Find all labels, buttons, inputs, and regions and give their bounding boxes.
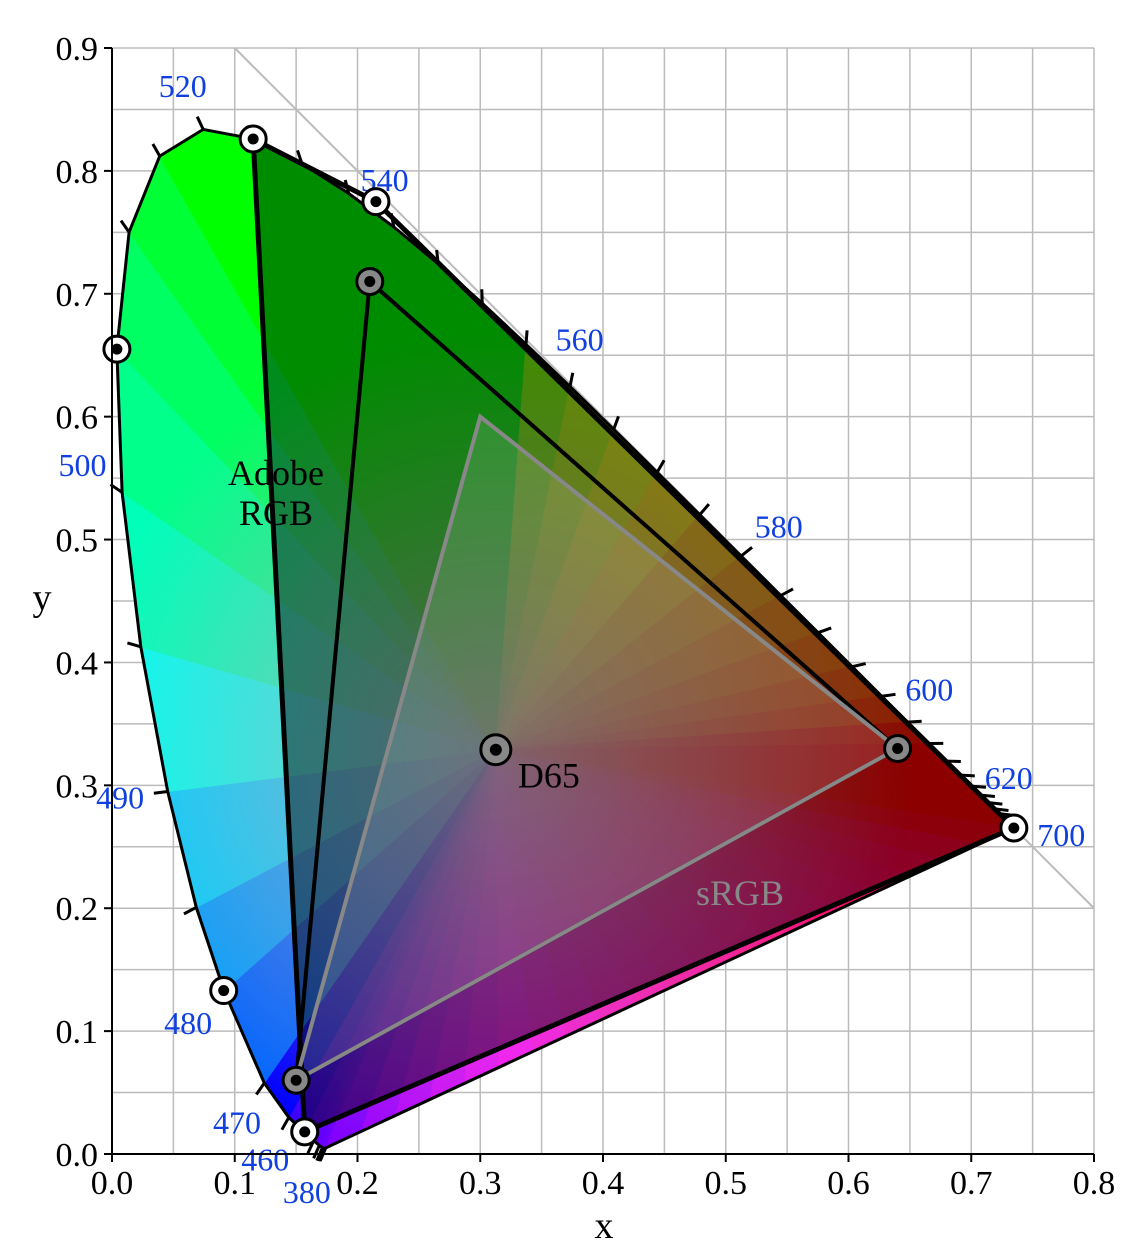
wavelength-label: 560	[556, 322, 604, 358]
wide-gamut-primary-marker	[361, 187, 391, 217]
x-tick-label: 0.2	[336, 1165, 379, 1202]
wavelength-tick	[960, 773, 975, 778]
wavelength-tick	[343, 179, 351, 194]
wavelength-tick	[994, 807, 1009, 812]
wavelength-label: 460	[241, 1141, 289, 1177]
wavelength-tick	[151, 143, 162, 157]
wavelength-tick	[851, 662, 867, 669]
y-tick-label: 0.7	[56, 277, 99, 314]
adobe-rgb-primary-marker	[355, 266, 385, 296]
axis-ticks	[104, 47, 1095, 1162]
y-tick-label: 0.5	[56, 523, 99, 560]
x-tick-label: 0.1	[214, 1165, 257, 1202]
wavelength-tick	[255, 1082, 266, 1096]
primary-dot	[1008, 822, 1020, 834]
wavelength-tick	[280, 1116, 291, 1131]
primary-dot	[218, 985, 230, 997]
primary-dot	[290, 1074, 302, 1086]
x-tick-label: 0.5	[705, 1165, 748, 1202]
wavelength-label: 700	[1037, 817, 1085, 853]
wavelength-tick	[153, 789, 168, 795]
wavelength-tick	[126, 641, 142, 649]
wavelength-tick	[195, 116, 205, 130]
primary-dot	[111, 343, 123, 355]
primary-dot	[299, 1126, 311, 1138]
wavelength-tick	[389, 213, 396, 228]
wide-gamut-primary-marker	[209, 976, 239, 1006]
primary-dot	[370, 196, 382, 208]
x-tick-label: 0.4	[582, 1165, 625, 1202]
wide-gamut-primary-marker	[102, 334, 132, 364]
wavelength-tick	[435, 249, 440, 265]
x-tick-label: 0.3	[459, 1165, 502, 1202]
wavelength-tick	[907, 719, 922, 724]
wavelength-label: 620	[985, 760, 1033, 796]
white-point-marker	[479, 733, 513, 767]
srgb-shade	[296, 416, 898, 1081]
primary-dot	[892, 742, 904, 754]
wavelength-tick	[296, 149, 304, 165]
axis-labels: 0.0 0.1 0.2 0.3 0.4 0.5 0.6 0.7 0.8 0.0 0.1 0.2 0.3 0…	[33, 31, 1116, 1247]
wavelength-label: 580	[755, 508, 803, 544]
primary-dot	[247, 133, 259, 145]
y-tick-label: 0.3	[56, 768, 99, 805]
y-tick-label: 0.0	[56, 1137, 99, 1174]
y-tick-label: 0.8	[56, 154, 99, 191]
wavelength-label: 480	[164, 1005, 212, 1041]
wavelength-tick	[312, 1144, 321, 1159]
wavelength-label: 380	[283, 1174, 331, 1210]
adobe-rgb-label: Adobe RGB	[228, 453, 324, 533]
adobe-rgb-primary-marker	[281, 1065, 311, 1095]
wavelength-label: 520	[159, 68, 207, 104]
wavelength-tick	[183, 906, 198, 916]
white-point-label: D65	[518, 756, 580, 796]
x-tick-label: 0.7	[950, 1165, 993, 1202]
x-tick-label: 0.6	[827, 1165, 870, 1202]
wavelength-tick	[612, 415, 620, 430]
wide-gamut-primary-marker	[238, 124, 268, 154]
wavelength-label: 470	[213, 1104, 261, 1140]
wavelength-tick	[655, 459, 666, 474]
wavelength-tick	[780, 587, 794, 597]
y-tick-label: 0.9	[56, 31, 99, 68]
wavelength-tick	[524, 330, 529, 345]
adobe-rgb-primary-marker	[883, 733, 913, 763]
white-point-dot	[489, 743, 502, 756]
wavelength-tick	[568, 372, 575, 387]
srgb-triangle	[292, 413, 902, 1085]
wide-gamut-shade	[253, 138, 1014, 1132]
wide-gamut-primary-marker	[999, 813, 1029, 843]
wavelength-tick	[971, 784, 987, 789]
wavelength-tick	[881, 692, 896, 698]
wavelength-tick	[817, 626, 832, 635]
wavelength-tick	[988, 801, 1003, 806]
x-tick-label: 0.0	[91, 1165, 134, 1202]
primary-dot	[364, 275, 376, 287]
wavelength-label: 490	[96, 780, 144, 816]
wide-gamut-primary-marker	[290, 1117, 320, 1147]
x-tick-label: 0.8	[1073, 1165, 1116, 1202]
wavelength-tick	[119, 219, 131, 233]
y-axis-title: y	[33, 577, 52, 619]
srgb-label: sRGB	[696, 873, 784, 913]
wavelength-tick	[698, 503, 711, 516]
y-tick-label: 0.2	[56, 891, 99, 928]
y-tick-label: 0.4	[56, 645, 99, 682]
wavelength-label: 500	[59, 447, 107, 483]
y-tick-label: 0.1	[56, 1014, 99, 1051]
y-tick-label: 0.6	[56, 400, 99, 437]
wavelength-tick	[980, 793, 996, 798]
wavelength-tick	[740, 546, 754, 558]
wavelength-label: 600	[905, 672, 953, 708]
x-axis-title: x	[595, 1205, 614, 1247]
